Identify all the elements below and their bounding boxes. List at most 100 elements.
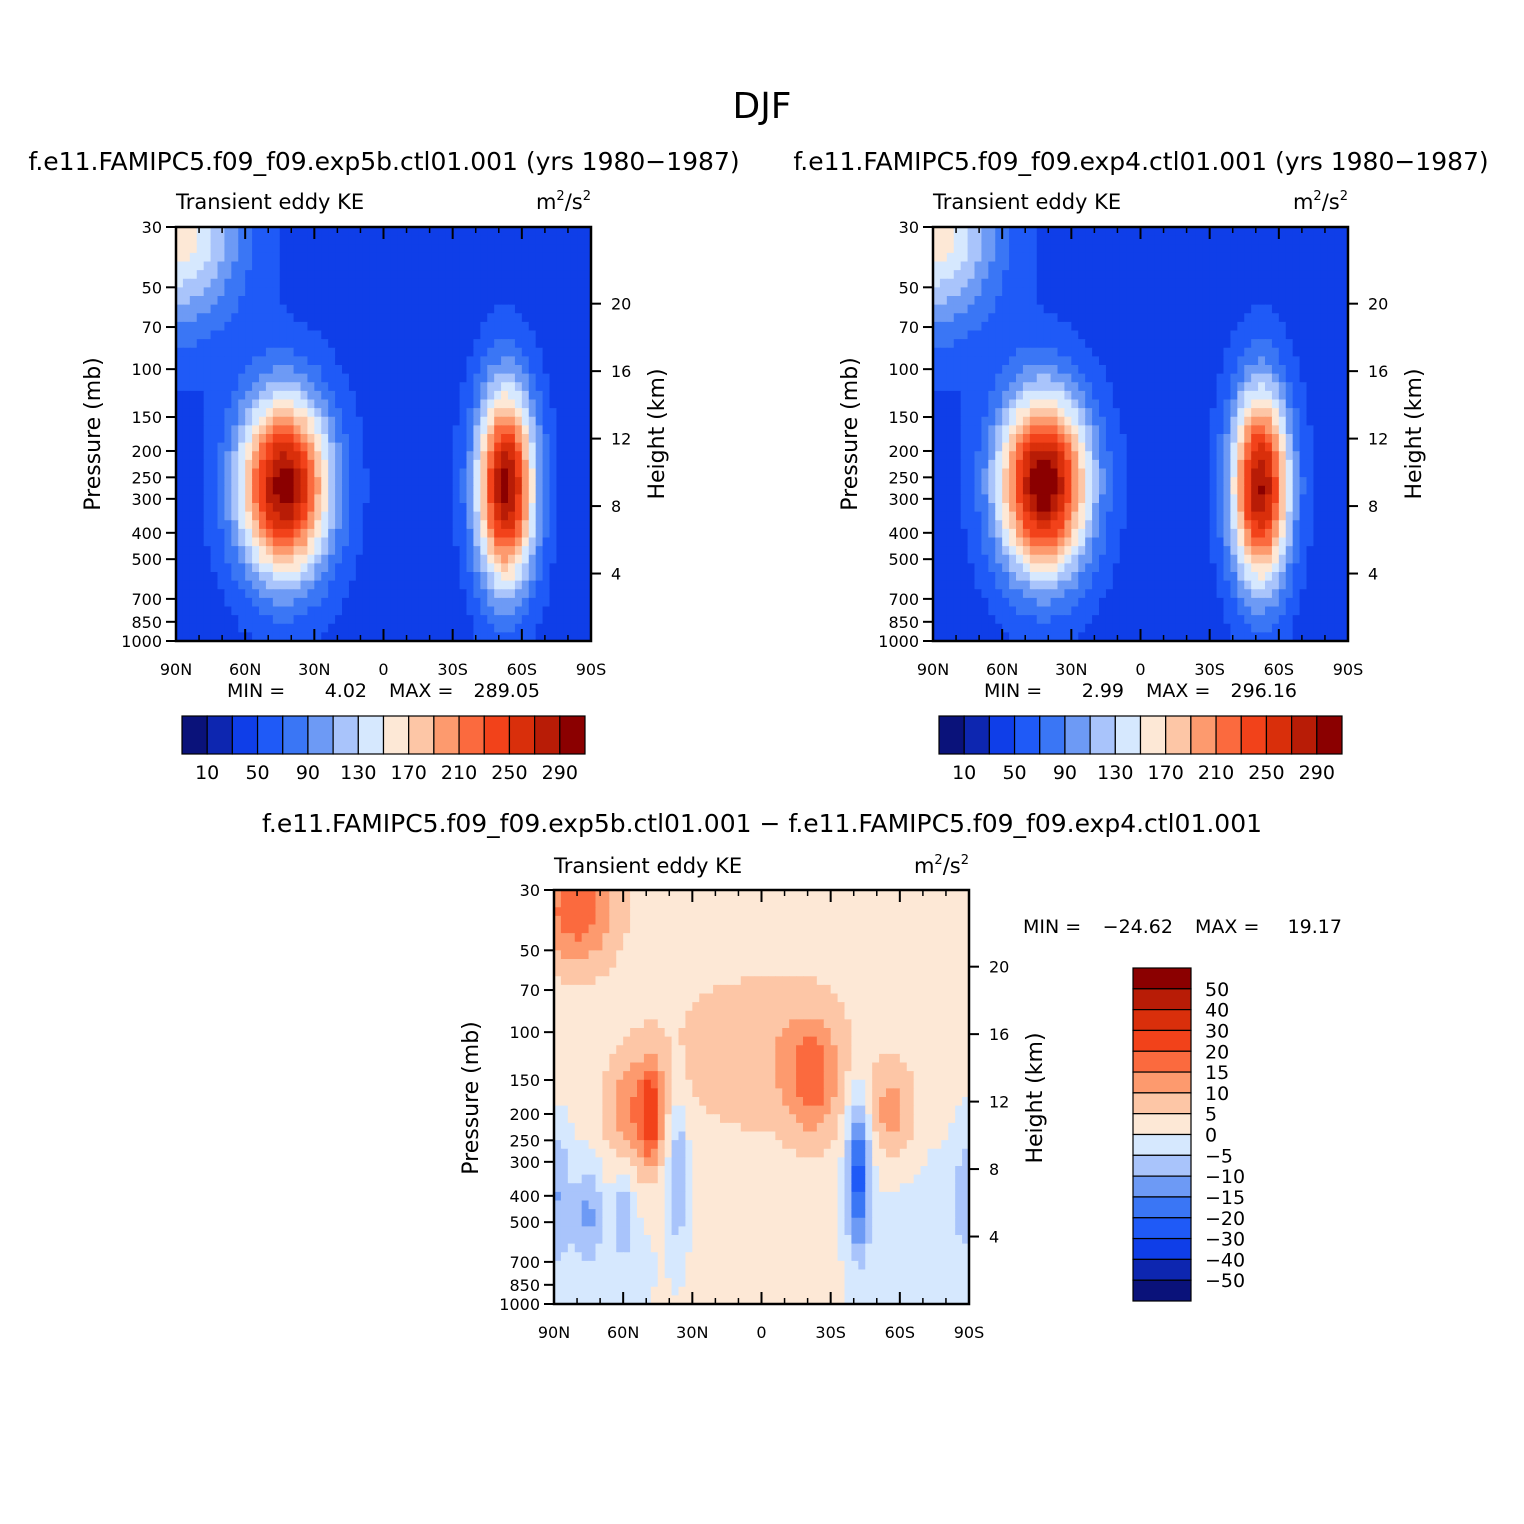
field-cell bbox=[328, 304, 336, 314]
field-cell bbox=[1099, 485, 1107, 495]
field-cell bbox=[933, 373, 941, 383]
field-cell bbox=[224, 382, 232, 392]
field-cell bbox=[1036, 296, 1045, 306]
field-cell bbox=[231, 278, 239, 288]
field-cell bbox=[431, 520, 440, 530]
field-cell bbox=[570, 520, 578, 530]
field-cell bbox=[438, 235, 447, 245]
field-cell bbox=[521, 390, 530, 401]
field-cell bbox=[1002, 296, 1010, 306]
field-cell bbox=[1251, 252, 1259, 263]
field-cell bbox=[1016, 416, 1024, 426]
colorbar-swatch bbox=[282, 715, 309, 755]
field-cell bbox=[224, 339, 232, 349]
field-cell bbox=[411, 485, 419, 495]
field-cell bbox=[528, 365, 537, 375]
field-cell bbox=[542, 589, 551, 599]
field-cell bbox=[1244, 278, 1252, 288]
colorbar-label: 130 bbox=[340, 762, 376, 784]
field-cell bbox=[196, 339, 205, 349]
field-cell bbox=[182, 408, 191, 418]
field-cell bbox=[189, 485, 198, 495]
field-cell bbox=[259, 382, 267, 392]
field-cell bbox=[1057, 244, 1066, 254]
field-cell bbox=[342, 434, 350, 444]
field-cell bbox=[480, 365, 488, 375]
field-cell bbox=[487, 356, 495, 366]
field-cell bbox=[404, 528, 412, 539]
field-cell bbox=[1292, 477, 1301, 487]
field-cell bbox=[231, 468, 239, 478]
field-cell bbox=[1278, 399, 1287, 409]
field-cell bbox=[508, 399, 516, 409]
field-cell bbox=[466, 615, 475, 625]
field-cell bbox=[577, 425, 585, 435]
field-cell bbox=[425, 252, 433, 263]
field-cell bbox=[176, 261, 184, 271]
field-cell bbox=[1092, 459, 1100, 470]
field-cell bbox=[995, 261, 1003, 271]
field-cell bbox=[1258, 313, 1266, 323]
field-cell bbox=[1341, 477, 1349, 487]
field-cell bbox=[438, 227, 447, 237]
field-cell bbox=[286, 434, 295, 444]
field-cell bbox=[549, 304, 558, 314]
field-cell bbox=[1258, 252, 1266, 263]
field-cell bbox=[1036, 252, 1045, 263]
field-cell bbox=[1195, 416, 1204, 426]
field-cell bbox=[286, 589, 295, 599]
field-cell bbox=[279, 261, 288, 271]
field-cell bbox=[501, 330, 509, 340]
field-cell bbox=[286, 390, 295, 401]
field-cell bbox=[238, 546, 246, 556]
field-cell bbox=[238, 580, 246, 590]
field-cell bbox=[521, 459, 530, 470]
field-cell bbox=[1313, 468, 1321, 478]
field-cell bbox=[1161, 459, 1169, 470]
field-cell bbox=[1050, 235, 1059, 245]
field-cell bbox=[1036, 270, 1045, 280]
field-cell bbox=[521, 520, 530, 530]
field-cell bbox=[1112, 434, 1121, 444]
field-cell bbox=[293, 330, 302, 340]
field-cell bbox=[376, 365, 385, 375]
field-cell bbox=[480, 632, 488, 642]
field-cell bbox=[1299, 477, 1308, 487]
y-tick-label: 30 bbox=[142, 218, 162, 237]
field-cell bbox=[1292, 373, 1301, 383]
field-cell bbox=[176, 494, 184, 504]
field-cell bbox=[1050, 373, 1059, 383]
field-cell bbox=[404, 399, 412, 409]
field-cell bbox=[953, 278, 962, 288]
field-cell bbox=[1188, 356, 1197, 366]
field-cell bbox=[355, 365, 364, 375]
field-cell bbox=[203, 244, 212, 254]
field-cell bbox=[1278, 459, 1287, 470]
field-cell bbox=[466, 287, 475, 297]
field-cell bbox=[411, 563, 419, 573]
field-cell bbox=[328, 563, 336, 573]
field-cell bbox=[1292, 287, 1301, 297]
field-cell bbox=[1182, 270, 1190, 280]
field-cell bbox=[981, 339, 989, 349]
field-cell bbox=[404, 390, 412, 401]
field-cell bbox=[390, 347, 398, 357]
field-cell bbox=[348, 494, 357, 504]
field-cell bbox=[1154, 382, 1162, 392]
field-cell bbox=[355, 261, 364, 271]
field-cell bbox=[556, 572, 564, 582]
field-cell bbox=[508, 520, 516, 530]
field-cell bbox=[521, 330, 530, 340]
panel-1-min-label: MIN = bbox=[227, 680, 285, 702]
field-cell bbox=[335, 408, 343, 418]
field-cell bbox=[321, 252, 329, 263]
field-cell bbox=[981, 347, 989, 357]
field-cell bbox=[203, 261, 212, 271]
field-cell bbox=[1195, 235, 1204, 245]
field-cell bbox=[411, 468, 419, 478]
field-cell bbox=[1043, 296, 1052, 306]
field-cell bbox=[279, 528, 288, 539]
field-cell bbox=[1168, 227, 1176, 237]
field-cell bbox=[535, 615, 544, 625]
field-cell bbox=[1078, 330, 1086, 340]
